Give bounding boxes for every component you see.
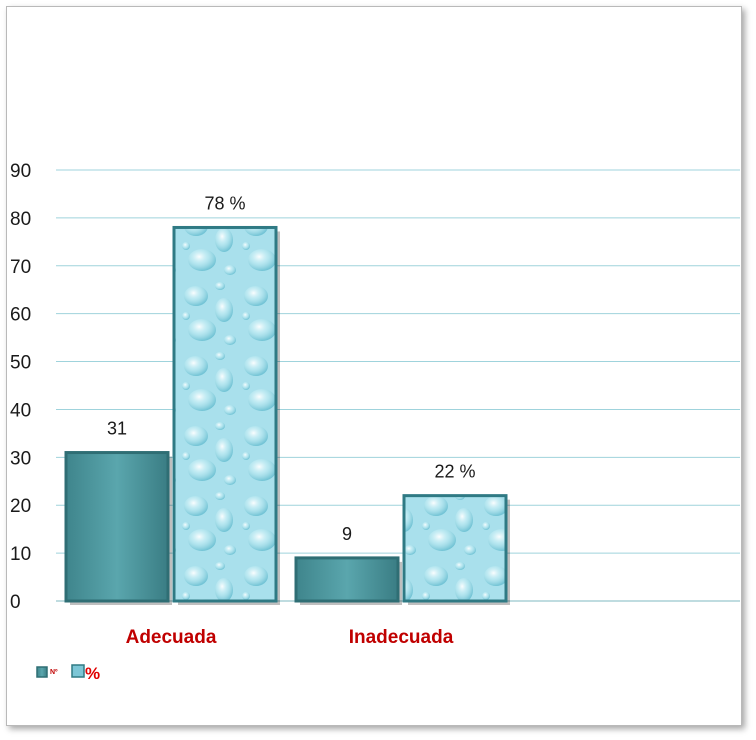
bar bbox=[402, 494, 508, 603]
legend-label: Nº bbox=[50, 669, 58, 676]
bar bbox=[64, 451, 170, 603]
bar bbox=[294, 556, 400, 603]
y-tick-label: 80 bbox=[10, 209, 31, 230]
gridlines bbox=[56, 169, 740, 602]
data-labels: 31 78 % 9 22 % bbox=[107, 193, 476, 543]
y-tick-label: 20 bbox=[10, 496, 31, 517]
bars bbox=[64, 225, 510, 605]
y-tick-label: 0 bbox=[10, 592, 21, 613]
category-labels: Adecuada Inadecuada bbox=[126, 627, 454, 648]
category-label: Inadecuada bbox=[349, 627, 454, 648]
y-tick-label: 90 bbox=[10, 161, 31, 182]
data-label: 31 bbox=[107, 419, 127, 439]
y-tick-label: 40 bbox=[10, 400, 31, 421]
y-tick-label: 10 bbox=[10, 544, 31, 565]
y-tick-label: 70 bbox=[10, 257, 31, 278]
chart-frame bbox=[6, 6, 742, 726]
y-tick-label: 30 bbox=[10, 448, 31, 469]
legend-swatch bbox=[36, 666, 48, 678]
data-label: 22 % bbox=[434, 462, 475, 482]
bar bbox=[172, 225, 278, 603]
data-label: 9 bbox=[342, 524, 352, 544]
legend: Nº% bbox=[36, 664, 100, 683]
category-label: Adecuada bbox=[126, 627, 217, 648]
y-tick-label: 50 bbox=[10, 353, 31, 374]
data-label: 78 % bbox=[204, 193, 245, 213]
legend-label: % bbox=[85, 664, 100, 683]
y-axis-ticks: 0 10 20 30 40 50 60 70 80 90 bbox=[10, 161, 31, 613]
y-tick-label: 60 bbox=[10, 305, 31, 326]
legend-swatch bbox=[71, 664, 85, 678]
